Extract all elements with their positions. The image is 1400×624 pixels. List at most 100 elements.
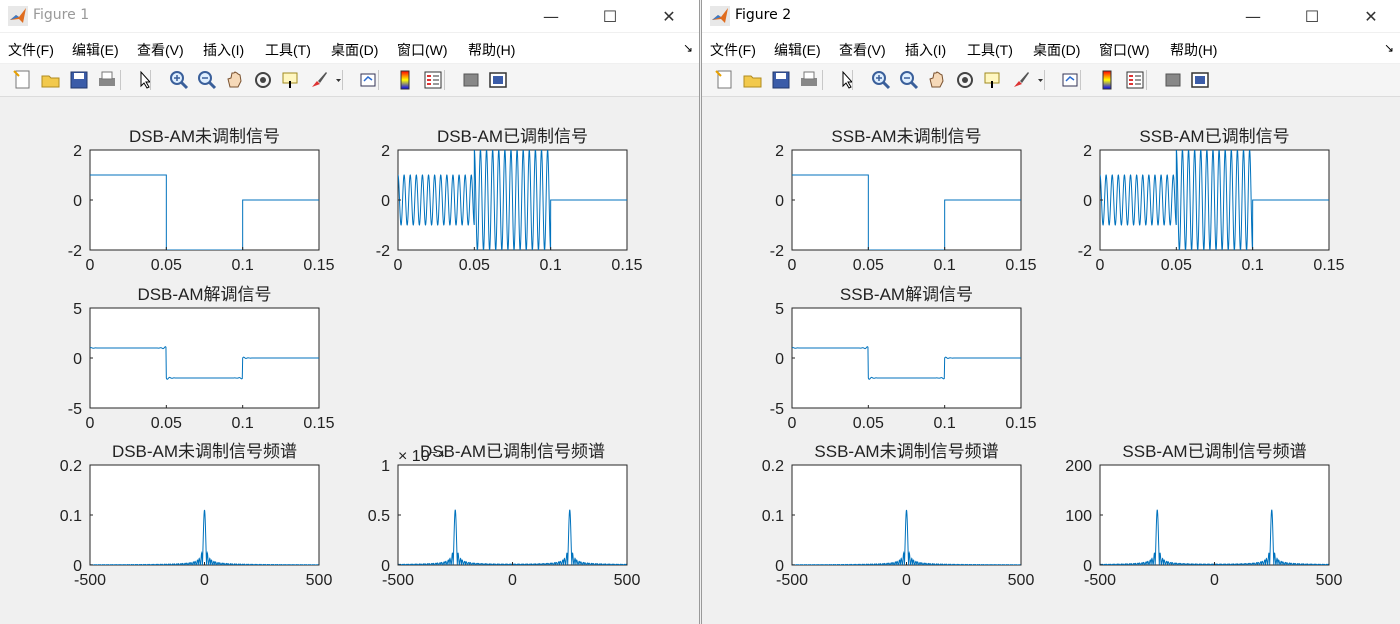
toolbar-separator xyxy=(120,70,121,90)
maximize-button[interactable]: ☐ xyxy=(581,0,639,32)
x-tick-label: 0.1 xyxy=(934,415,956,432)
dock-arrow-icon[interactable]: ↘ xyxy=(1383,41,1394,55)
menu-desktop[interactable]: 桌面(D) xyxy=(1033,42,1081,58)
zoom-out-icon[interactable] xyxy=(196,69,218,91)
x-tick-label: 500 xyxy=(614,572,641,589)
save-icon[interactable] xyxy=(770,69,792,91)
pan-icon[interactable] xyxy=(224,69,246,91)
data-cursor-icon[interactable] xyxy=(982,69,1004,91)
y-tick-label: 0.2 xyxy=(60,458,82,475)
series-line xyxy=(792,174,1021,250)
menu-view[interactable]: 查看(V) xyxy=(137,42,184,58)
menu-tools[interactable]: 工具(T) xyxy=(265,42,311,58)
menu-bar: 文件(F) 编辑(E) 查看(V) 插入(I) 工具(T) 桌面(D) 窗口(W… xyxy=(702,33,1400,63)
axes-title: DSB-AM已调制信号频谱 xyxy=(420,442,605,461)
title-bar[interactable]: Figure 2 — ☐ ✕ xyxy=(702,0,1400,32)
axes-title: SSB-AM未调制信号 xyxy=(831,127,981,146)
maximize-button[interactable]: ☐ xyxy=(1283,0,1341,32)
minimize-button[interactable]: — xyxy=(522,0,580,32)
brush-dropdown-icon[interactable] xyxy=(1032,69,1046,91)
menu-edit[interactable]: 编辑(E) xyxy=(72,42,119,58)
toolbar-separator xyxy=(1080,70,1081,90)
print-icon[interactable] xyxy=(798,69,820,91)
menu-insert[interactable]: 插入(I) xyxy=(905,42,947,58)
colorbar-icon[interactable] xyxy=(1097,69,1119,91)
toolbar-separator xyxy=(150,70,151,90)
menu-help[interactable]: 帮助(H) xyxy=(1170,42,1218,58)
menu-window[interactable]: 窗口(W) xyxy=(397,42,448,58)
menu-view[interactable]: 查看(V) xyxy=(839,42,886,58)
close-button[interactable]: ✕ xyxy=(1342,0,1400,32)
brush-icon[interactable] xyxy=(1010,69,1032,91)
x-tick-label: 0 xyxy=(86,415,95,432)
save-icon[interactable] xyxy=(68,69,90,91)
print-icon[interactable] xyxy=(96,69,118,91)
brush-dropdown-icon[interactable] xyxy=(330,69,344,91)
minimize-button[interactable]: — xyxy=(1224,0,1282,32)
x-tick-label: 0 xyxy=(1096,257,1105,274)
menu-file[interactable]: 文件(F) xyxy=(710,42,756,58)
data-cursor-icon[interactable] xyxy=(280,69,302,91)
link-plot-icon[interactable] xyxy=(358,69,380,91)
show-plot-tools-icon[interactable] xyxy=(1189,69,1211,91)
x-tick-label: 0 xyxy=(394,257,403,274)
menu-bar: 文件(F) 编辑(E) 查看(V) 插入(I) 工具(T) 桌面(D) 窗口(W… xyxy=(0,33,699,63)
menu-window[interactable]: 窗口(W) xyxy=(1099,42,1150,58)
dock-arrow-icon[interactable]: ↘ xyxy=(682,41,693,55)
toolbar-separator xyxy=(1044,70,1045,90)
title-bar[interactable]: Figure 1 — ☐ ✕ xyxy=(0,0,699,32)
colorbar-icon[interactable] xyxy=(395,69,417,91)
edit-plot-icon[interactable] xyxy=(836,69,858,91)
menu-tools[interactable]: 工具(T) xyxy=(967,42,1013,58)
matlab-logo-icon xyxy=(8,6,28,26)
y-tick-label: 0 xyxy=(73,193,82,210)
legend-icon[interactable] xyxy=(1124,69,1146,91)
y-tick-label: -2 xyxy=(376,243,390,260)
y-tick-label: 0 xyxy=(775,558,784,575)
open-file-icon[interactable] xyxy=(40,69,62,91)
y-tick-label: 2 xyxy=(775,143,784,160)
hide-plot-tools-icon[interactable] xyxy=(460,69,482,91)
zoom-in-icon[interactable] xyxy=(168,69,190,91)
x-tick-label: 0.05 xyxy=(853,415,884,432)
close-button[interactable]: ✕ xyxy=(640,0,698,32)
zoom-in-icon[interactable] xyxy=(870,69,892,91)
legend-icon[interactable] xyxy=(422,69,444,91)
y-tick-label: 1 xyxy=(381,458,390,475)
menu-file[interactable]: 文件(F) xyxy=(8,42,54,58)
menu-edit[interactable]: 编辑(E) xyxy=(774,42,821,58)
toolbar-separator xyxy=(852,70,853,90)
series-line xyxy=(398,150,627,250)
figure-window-1: Figure 1 — ☐ ✕ 文件(F) 编辑(E) 查看(V) 插入(I) 工… xyxy=(0,0,700,624)
window-title: Figure 2 xyxy=(735,7,792,23)
menu-help[interactable]: 帮助(H) xyxy=(468,42,516,58)
new-figure-icon[interactable] xyxy=(714,69,736,91)
link-plot-icon[interactable] xyxy=(1060,69,1082,91)
menu-insert[interactable]: 插入(I) xyxy=(203,42,245,58)
edit-plot-icon[interactable] xyxy=(134,69,156,91)
zoom-out-icon[interactable] xyxy=(898,69,920,91)
open-file-icon[interactable] xyxy=(742,69,764,91)
show-plot-tools-icon[interactable] xyxy=(487,69,509,91)
pan-icon[interactable] xyxy=(926,69,948,91)
y-tick-label: 2 xyxy=(73,143,82,160)
new-figure-icon[interactable] xyxy=(12,69,34,91)
rotate-3d-icon[interactable] xyxy=(954,69,976,91)
x-tick-label: -500 xyxy=(74,572,106,589)
brush-icon[interactable] xyxy=(308,69,330,91)
hide-plot-tools-icon[interactable] xyxy=(1162,69,1184,91)
menu-desktop[interactable]: 桌面(D) xyxy=(331,42,379,58)
rotate-3d-icon[interactable] xyxy=(252,69,274,91)
